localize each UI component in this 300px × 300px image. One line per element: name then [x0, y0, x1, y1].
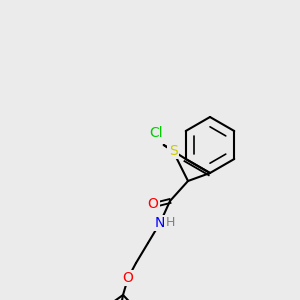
Text: Cl: Cl — [149, 126, 163, 140]
Text: S: S — [169, 144, 177, 158]
Text: O: O — [123, 271, 134, 285]
Text: O: O — [148, 197, 158, 211]
Text: H: H — [165, 217, 175, 230]
Text: N: N — [155, 216, 165, 230]
